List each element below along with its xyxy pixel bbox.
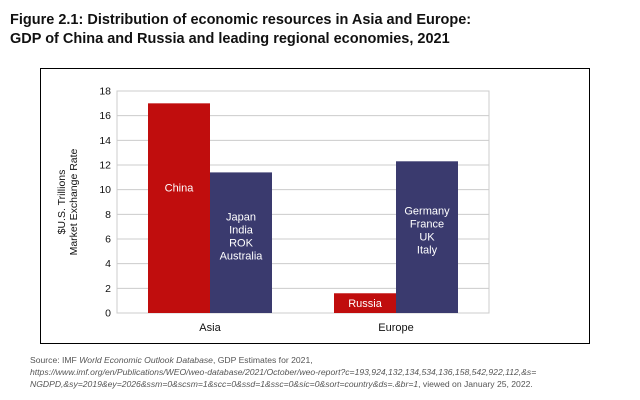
bar-label: Russia <box>348 298 383 310</box>
source-url-part-2: NGDPD,&sy=2019&ey=2026&ssm=0&scsm=1&scc=… <box>30 379 419 389</box>
x-category-label: Europe <box>378 322 413 334</box>
bar-label: ROK <box>229 237 254 249</box>
bar-europe-1 <box>396 161 458 313</box>
source-line-1: Source: IMF World Economic Outlook Datab… <box>30 354 630 366</box>
source-viewed-date: , viewed on January 25, 2022. <box>418 379 533 389</box>
source-url-part-1: https://www.imf.org/en/Publications/WEO/… <box>30 367 537 377</box>
y-tick-label: 8 <box>105 209 111 221</box>
bar-label: Japan <box>226 211 256 223</box>
y-tick-label: 6 <box>105 234 111 246</box>
bar-label: France <box>410 219 444 231</box>
y-axis-label-line-2: Market Exchange Rate <box>68 148 80 255</box>
bar-label: China <box>165 182 195 194</box>
source-line-3: NGDPD,&sy=2019&ey=2026&ssm=0&scsm=1&scc=… <box>30 378 630 390</box>
figure-title: Figure 2.1: Distribution of economic res… <box>10 11 630 49</box>
source-suffix: , GDP Estimates for 2021, <box>212 355 313 365</box>
y-tick-label: 0 <box>105 308 111 320</box>
y-tick-label: 4 <box>105 258 111 270</box>
source-line-2: https://www.imf.org/en/Publications/WEO/… <box>30 366 630 378</box>
bar-label: Italy <box>417 245 438 257</box>
x-category-label: Asia <box>199 322 221 334</box>
bar-label: Germany <box>404 206 450 218</box>
source-prefix: Source: IMF <box>30 355 80 365</box>
y-tick-label: 18 <box>99 86 111 98</box>
y-tick-label: 2 <box>105 283 111 295</box>
bar-label: UK <box>419 232 435 244</box>
source-database-title: World Economic Outlook Database <box>79 355 213 365</box>
source-note: Source: IMF World Economic Outlook Datab… <box>30 354 630 390</box>
bar-label: India <box>229 224 254 236</box>
y-tick-label: 12 <box>99 160 111 172</box>
y-tick-label: 16 <box>99 110 111 122</box>
bar-asia-1 <box>210 172 272 313</box>
figure-title-line-2: GDP of China and Russia and leading regi… <box>10 31 450 47</box>
bar-asia-0 <box>148 103 210 313</box>
y-tick-label: 10 <box>99 184 111 196</box>
bar-europe-0 <box>334 293 396 313</box>
y-tick-label: 14 <box>99 135 111 147</box>
figure-title-line-1: Figure 2.1: Distribution of economic res… <box>10 12 472 28</box>
chart-frame: 0 2 4 6 8 10 12 14 16 18 $U.S. Trillions Market Exc… <box>40 68 590 344</box>
y-axis-label-line-1: $U.S. Trillions <box>56 170 68 235</box>
bar-chart: 0 2 4 6 8 10 12 14 16 18 $U.S. Trillions Market Exc… <box>56 86 490 334</box>
bar-label: Australia <box>220 250 264 262</box>
